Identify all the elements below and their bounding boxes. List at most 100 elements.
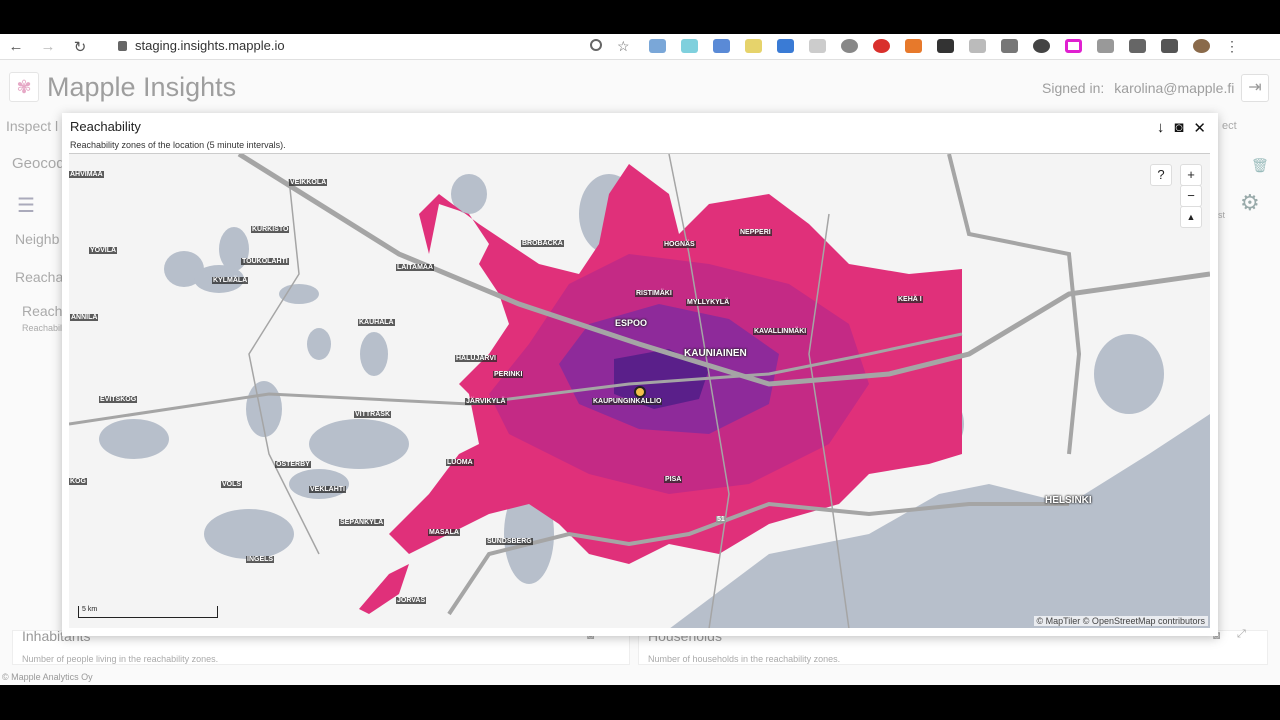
footer-copyright: © Mapple Analytics Oy (2, 672, 93, 682)
reachability-map[interactable]: AHVIMAA VEIKKOLA KURKISTO YÖVILÄ TOUKOLA… (69, 153, 1210, 628)
gear-icon[interactable]: ⚙ (1240, 190, 1260, 215)
place-label: SUNDSBERG (486, 538, 533, 545)
place-label: KURKISTO (251, 226, 290, 233)
place-label: ANNILA (70, 314, 99, 321)
extension-icon[interactable] (1001, 39, 1018, 53)
place-label: VITTRÄSK (354, 411, 391, 418)
place-label: EVITSKOG (99, 396, 138, 403)
extension-icon[interactable] (873, 39, 890, 53)
neighborhood-section: Neighb (15, 231, 60, 247)
forward-button[interactable]: → (40, 38, 56, 55)
geocode-section: Geocod (12, 155, 65, 172)
location-marker[interactable] (634, 386, 646, 398)
search-icon[interactable] (590, 39, 602, 51)
help-button[interactable]: ? (1150, 164, 1172, 186)
signed-in-label: Signed in: (1042, 80, 1105, 96)
screen-top-bar (0, 0, 1280, 34)
extension-icon[interactable] (777, 39, 794, 53)
modal-title: Reachability (70, 119, 141, 134)
place-label: HELSINKI (1045, 495, 1092, 506)
list-icon[interactable]: ☰ (17, 195, 35, 217)
scale-bar: 5 km (78, 606, 218, 618)
menu-icon[interactable]: ⋮ (1225, 38, 1239, 54)
camera-icon[interactable] (1097, 39, 1114, 53)
place-label: MASALA (428, 529, 460, 536)
place-label: VEKLAHTI (309, 486, 346, 493)
place-label: RISTIMÄKI (635, 290, 673, 297)
extension-icon[interactable] (809, 39, 826, 53)
place-label: HOGNÄS (663, 241, 696, 248)
dropbox-icon[interactable] (649, 39, 666, 53)
place-label: KAUPUNGINKALLIO (592, 398, 663, 405)
place-label: INGELS (246, 556, 275, 563)
user-email: karolina@mapple.fi (1114, 80, 1235, 96)
back-button[interactable]: ← (8, 38, 24, 55)
reload-button[interactable]: ↻ (73, 38, 87, 56)
gear-icon[interactable] (841, 39, 858, 53)
households-subtitle: Number of households in the reachability… (648, 654, 841, 664)
place-label: TOUKOLAHTI (241, 258, 289, 265)
compass-button[interactable]: ▲ (1180, 206, 1202, 228)
place-label: JORVAS (396, 597, 427, 604)
inhabitants-subtitle: Number of people living in the reachabil… (22, 654, 219, 664)
address-bar[interactable]: staging.insights.mapple.io (118, 38, 285, 53)
place-label: PISA (664, 476, 683, 483)
list-label: st (1218, 210, 1226, 220)
lock-icon (118, 40, 127, 51)
place-label: KYLMÄLÄ (212, 277, 249, 284)
extension-icon[interactable] (1065, 39, 1082, 53)
place-label: NEPPERI (739, 229, 772, 236)
extension-icon[interactable] (969, 39, 986, 53)
roads (69, 154, 1210, 628)
place-label: KAUNIAINEN (684, 348, 747, 359)
place-label: AHVIMAA (69, 171, 104, 178)
place-label: KEHÄ I (897, 296, 923, 303)
avatar[interactable] (1193, 39, 1210, 53)
place-label: VEIKKOLA (289, 179, 328, 186)
extension-icon[interactable] (1033, 39, 1050, 53)
reachability-section: Reacha (15, 269, 64, 285)
place-label: KOG (69, 478, 87, 485)
app-title: Mapple Insights (47, 72, 237, 102)
place-label: ESPOO (615, 318, 648, 328)
place-label: YÖVILÄ (89, 247, 118, 254)
place-label: VOLS (221, 481, 243, 488)
map-attribution[interactable]: © MapTiler © OpenStreetMap contributors (1033, 616, 1208, 626)
place-label: SEPÄNKYLÄ (339, 519, 385, 526)
zoom-in-button[interactable]: + (1180, 164, 1202, 186)
reach-card-title: Reach (22, 303, 63, 319)
extension-icon[interactable] (937, 39, 954, 53)
inspect-tab[interactable]: Inspect l (6, 118, 59, 134)
place-label: LUOMA (446, 459, 474, 466)
modal-subtitle: Reachability zones of the location (5 mi… (70, 140, 286, 150)
extension-icons: ☆ ⋮ (590, 39, 1242, 53)
url-text: staging.insights.mapple.io (135, 38, 285, 53)
zoom-out-button[interactable]: − (1180, 185, 1202, 207)
close-icon[interactable]: ✕ (1193, 120, 1206, 137)
logout-button[interactable]: ⇥ (1241, 74, 1269, 102)
extension-icon[interactable] (745, 39, 762, 53)
place-label: ÖSTERBY (275, 461, 311, 468)
place-label: PERINKI (493, 371, 524, 378)
signed-in: Signed in: karolina@mapple.fi (1042, 80, 1234, 96)
playlist-icon[interactable] (1129, 39, 1146, 53)
star-icon[interactable]: ☆ (617, 38, 630, 54)
reach-card-sub: Reachabil (22, 323, 63, 333)
map-canvas (69, 154, 1210, 628)
camera-icon[interactable]: ◙ (1174, 119, 1184, 136)
key-icon[interactable] (1161, 39, 1178, 53)
place-label: MYLLYKYLÄ (686, 299, 731, 306)
place-label: LAITAMAA (396, 264, 435, 271)
maple-leaf-logo: ✾ (9, 72, 39, 102)
trash-icon[interactable]: 🗑 (1251, 157, 1269, 173)
place-label: JÄRVIKYLÄ (465, 398, 507, 405)
browser-toolbar: ← → ↻ staging.insights.mapple.io ☆ ⋮ (0, 34, 1280, 60)
place-label: KAUHALA (358, 319, 395, 326)
download-icon[interactable]: ↓ (1156, 119, 1165, 136)
select-tab[interactable]: ect (1222, 120, 1237, 132)
extension-icon[interactable] (681, 39, 698, 53)
expand-icon[interactable]: ⤢ (1237, 628, 1246, 640)
reachability-modal: Reachability Reachability zones of the l… (62, 113, 1218, 636)
extension-icon[interactable] (905, 39, 922, 53)
extension-icon[interactable] (713, 39, 730, 53)
